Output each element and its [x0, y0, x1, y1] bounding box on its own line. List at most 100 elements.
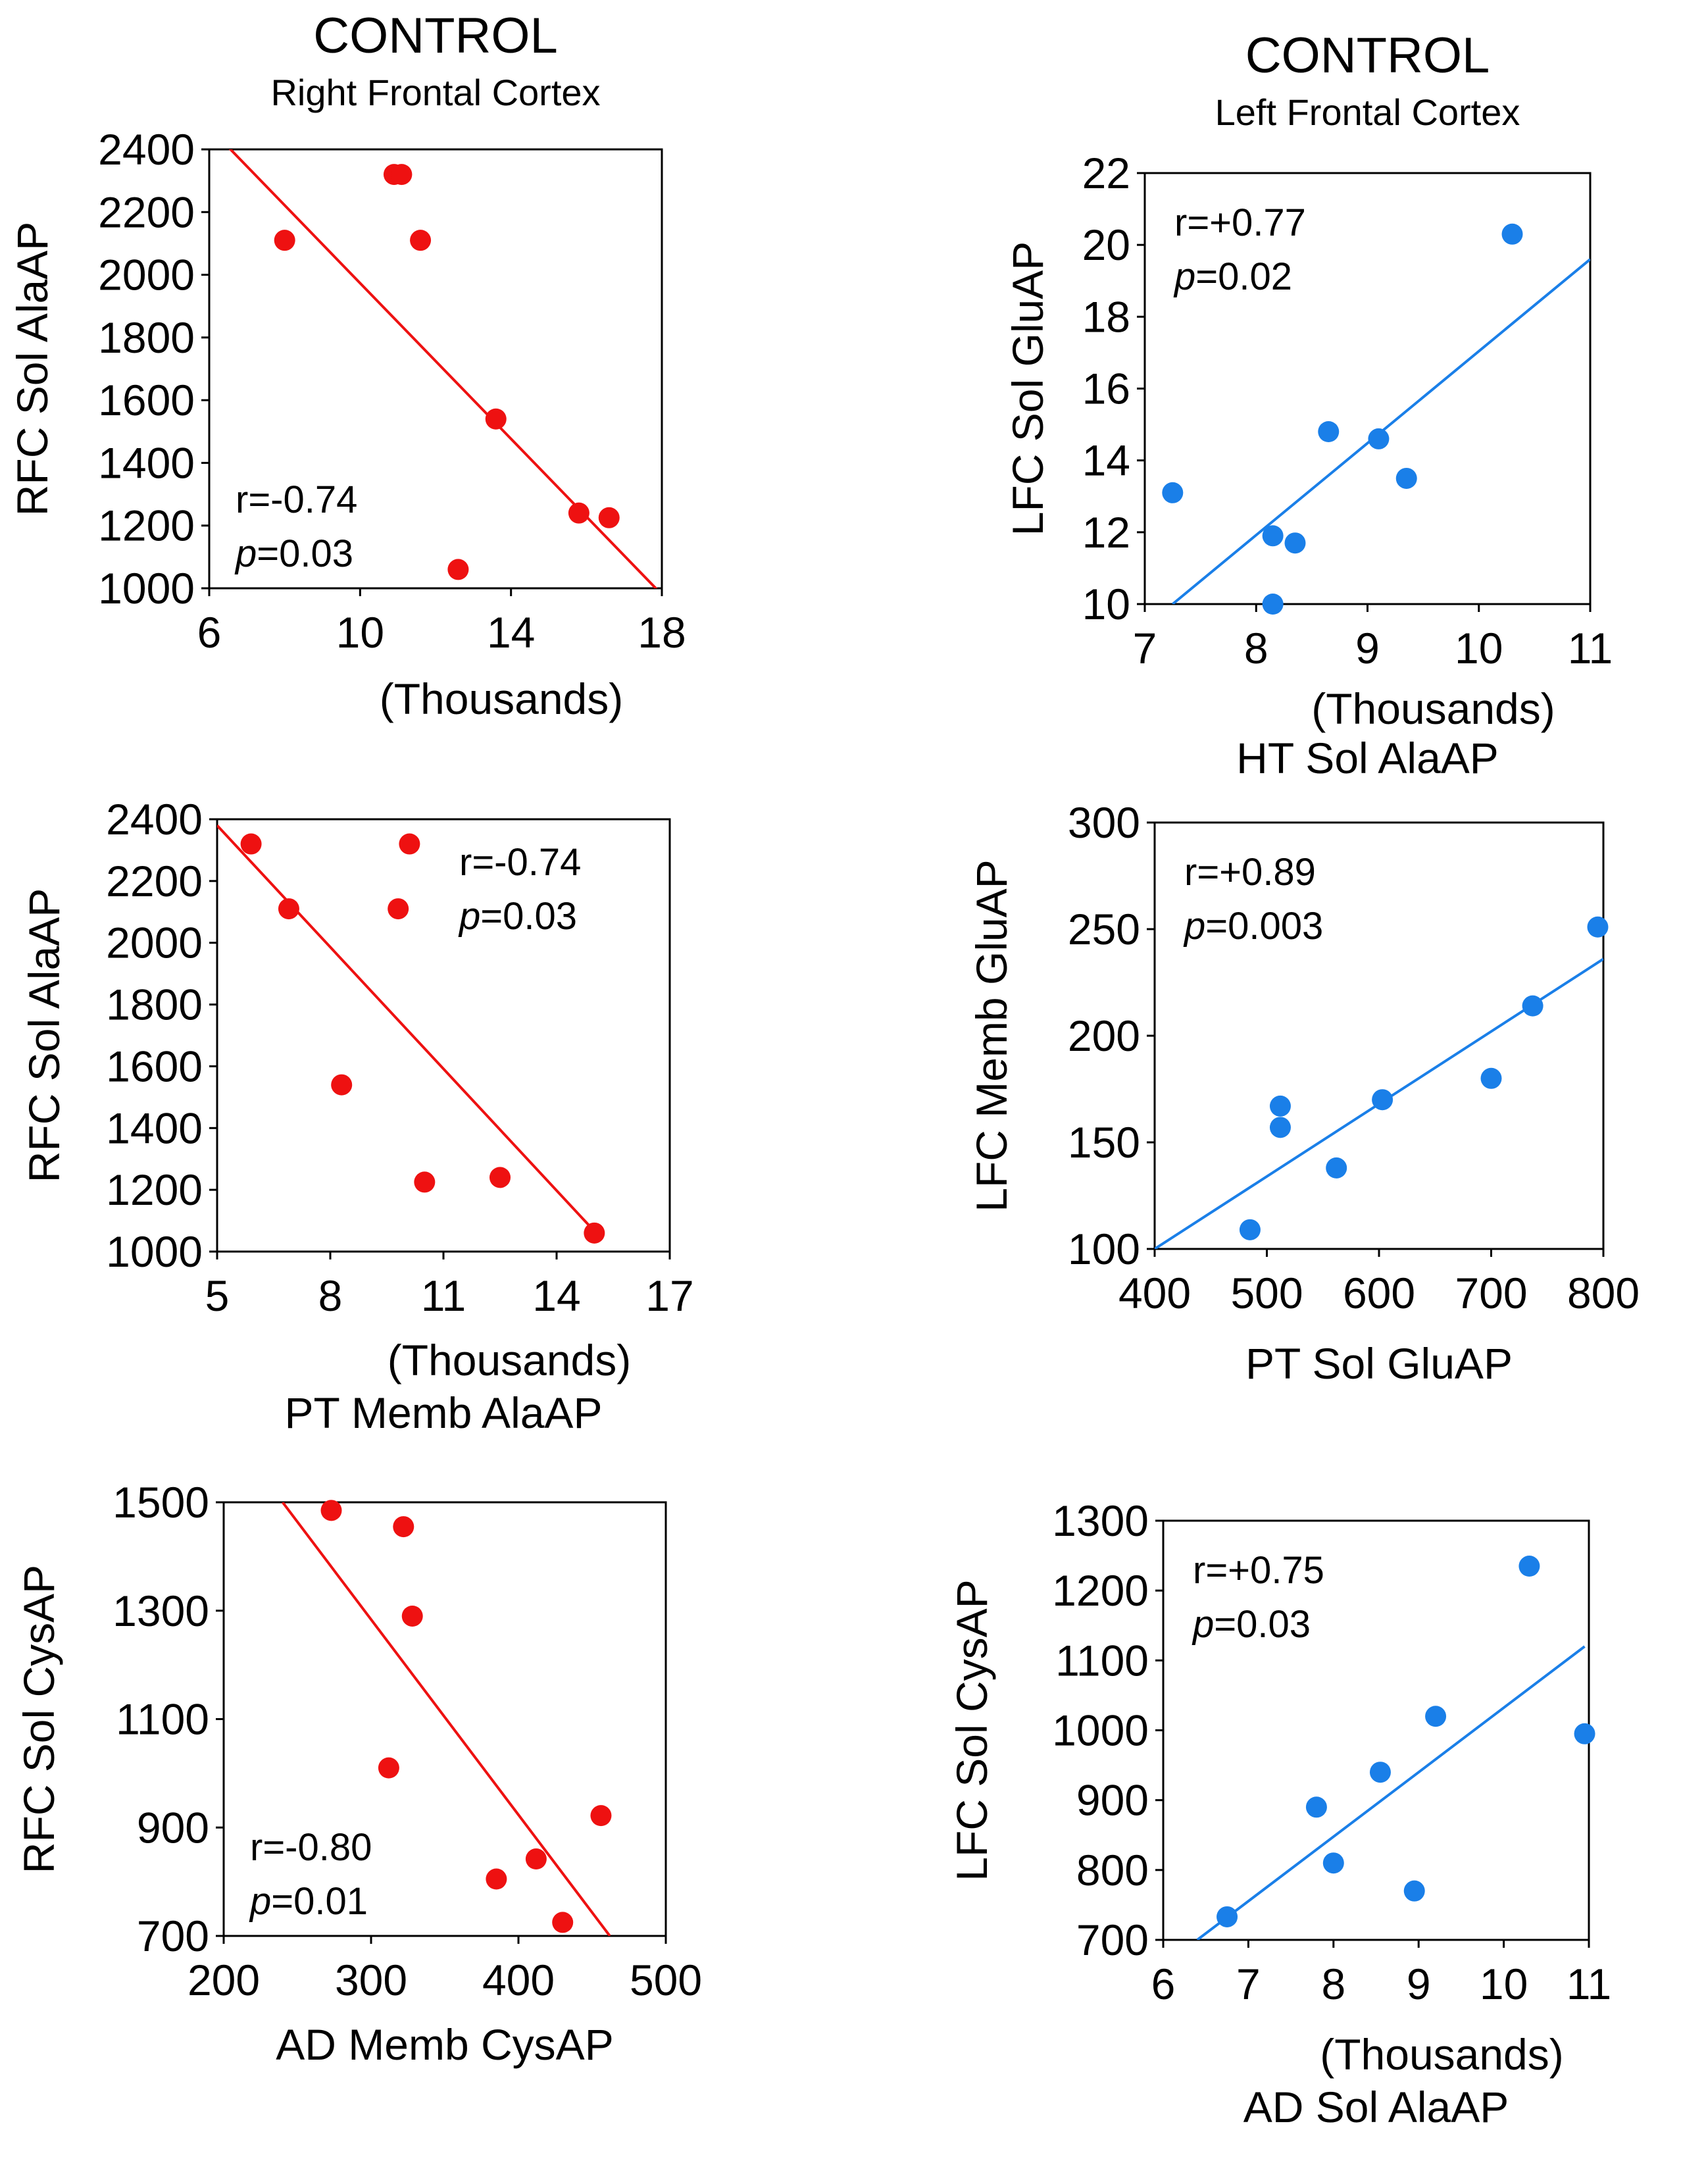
- y-axis-label: LFC Sol CysAP: [947, 1579, 996, 1881]
- data-point: [1284, 532, 1306, 554]
- y-tick-label: 100: [1068, 1225, 1140, 1273]
- chart-panel-1: CONTROL Right Frontal Cortex 6 10 14 18 1000 12…: [8, 8, 686, 723]
- data-point: [525, 1848, 547, 1870]
- y-tick-label: 250: [1068, 905, 1140, 953]
- data-point: [1262, 594, 1284, 615]
- x-tick-label: 5: [205, 1271, 230, 1320]
- y-axis-label: LFC Sol GluAP: [1003, 241, 1052, 536]
- stat-r: r=+0.77: [1174, 201, 1306, 244]
- y-tick-label: 20: [1082, 220, 1130, 269]
- x-tick-label: 8: [1244, 624, 1268, 673]
- data-point: [1403, 1880, 1425, 1902]
- x-axis-label: (Thousands): [1320, 2030, 1564, 2079]
- data-point: [378, 1757, 399, 1779]
- stat-p-value: =0.003: [1205, 905, 1323, 948]
- chart-title: CONTROL: [1245, 28, 1490, 84]
- x-tick-label: 10: [1480, 1960, 1528, 2008]
- data-point: [1425, 1706, 1447, 1727]
- y-axis-label: LFC Memb GluAP: [967, 859, 1016, 1211]
- x-tick-label: 17: [645, 1271, 693, 1320]
- y-tick-label: 200: [1068, 1011, 1140, 1060]
- data-point: [1368, 428, 1390, 449]
- y-axis-label: RFC Sol AlaAP: [20, 888, 68, 1183]
- data-point: [1372, 1089, 1393, 1111]
- data-point: [1162, 482, 1184, 503]
- x-tick-label: 9: [1407, 1960, 1431, 2008]
- y-tick-label: 12: [1082, 508, 1130, 557]
- data-point: [1326, 1157, 1347, 1179]
- data-point: [1318, 421, 1340, 442]
- data-point: [278, 898, 299, 920]
- data-point: [1501, 223, 1523, 245]
- data-point: [1395, 467, 1417, 489]
- data-point: [414, 1171, 436, 1193]
- y-tick-label: 800: [1076, 1846, 1149, 1894]
- data-point: [1262, 525, 1284, 547]
- y-tick-label: 300: [1068, 798, 1140, 847]
- x-tick-label: 10: [1455, 624, 1503, 673]
- x-axis-label-2: HT Sol AlaAP: [1236, 734, 1499, 782]
- data-point: [274, 230, 295, 251]
- stat-p: p=0.03: [1192, 1603, 1311, 1646]
- data-point: [240, 833, 262, 855]
- data-point: [590, 1805, 612, 1827]
- x-tick-label: 9: [1355, 624, 1380, 673]
- data-point: [489, 1167, 511, 1188]
- y-tick-label: 2400: [98, 125, 195, 174]
- x-tick-label: 18: [638, 608, 686, 657]
- x-tick-label: 200: [188, 1956, 260, 2004]
- data-point: [1217, 1906, 1238, 1927]
- regression-line: [282, 1502, 611, 1936]
- stat-r: r=-0.74: [459, 841, 581, 884]
- y-tick-label: 1600: [98, 376, 195, 424]
- x-tick-label: 14: [532, 1271, 580, 1320]
- x-tick-label: 7: [1133, 624, 1157, 673]
- y-tick-label: 1000: [1052, 1706, 1149, 1755]
- x-axis-label: (Thousands): [1311, 684, 1555, 733]
- y-tick-label: 16: [1082, 365, 1130, 413]
- y-tick-label: 1000: [106, 1227, 203, 1276]
- data-point: [410, 230, 432, 251]
- x-tick-label: 500: [630, 1956, 702, 2004]
- y-tick-label: 2400: [106, 795, 203, 844]
- data-point: [1305, 1796, 1327, 1818]
- stat-p-symbol: p: [249, 1880, 271, 1923]
- stat-p-value: =0.02: [1195, 255, 1292, 298]
- data-point: [1322, 1852, 1344, 1874]
- stat-p: p=0.02: [1173, 255, 1292, 298]
- x-axis-label: (Thousands): [380, 674, 624, 723]
- stat-p-symbol: p: [234, 532, 257, 575]
- chart-panel-4: 400 500 600 700 800 100 150 200 250 300 LFC Memb G…: [967, 798, 1640, 1388]
- y-tick-label: 1100: [1055, 1636, 1149, 1685]
- y-tick-label: 2200: [106, 857, 203, 905]
- data-point: [1269, 1117, 1291, 1138]
- data-point: [485, 408, 507, 430]
- y-tick-label: 2000: [98, 251, 195, 299]
- y-tick-label: 22: [1082, 149, 1130, 197]
- y-tick-label: 900: [1076, 1776, 1149, 1825]
- chart-subtitle: Left Frontal Cortex: [1215, 91, 1520, 133]
- chart-subtitle: Right Frontal Cortex: [270, 72, 600, 113]
- y-tick-label: 1200: [106, 1165, 203, 1214]
- data-point: [399, 833, 420, 855]
- y-tick-label: 700: [1076, 1916, 1149, 1964]
- stat-p-symbol: p: [1173, 255, 1195, 298]
- x-tick-label: 6: [1151, 1960, 1176, 2008]
- stat-p-value: =0.01: [271, 1880, 368, 1923]
- x-tick-label: 11: [1568, 624, 1613, 673]
- x-tick-label: 6: [197, 608, 222, 657]
- x-tick-label: 8: [318, 1271, 343, 1320]
- regression-line: [1196, 1645, 1586, 1940]
- data-point: [401, 1605, 423, 1627]
- y-tick-label: 1200: [1052, 1566, 1149, 1615]
- stat-r: r=+0.75: [1193, 1549, 1324, 1592]
- data-point: [552, 1912, 574, 1933]
- x-tick-label: 11: [421, 1271, 466, 1320]
- data-point: [1522, 995, 1543, 1017]
- stat-p-value: =0.03: [257, 532, 353, 575]
- y-tick-label: 1100: [116, 1695, 209, 1744]
- x-axis-label-2: PT Memb AlaAP: [285, 1388, 603, 1437]
- y-tick-label: 1800: [98, 313, 195, 362]
- stat-r: r=+0.89: [1184, 851, 1316, 894]
- x-tick-label: 700: [1455, 1269, 1527, 1317]
